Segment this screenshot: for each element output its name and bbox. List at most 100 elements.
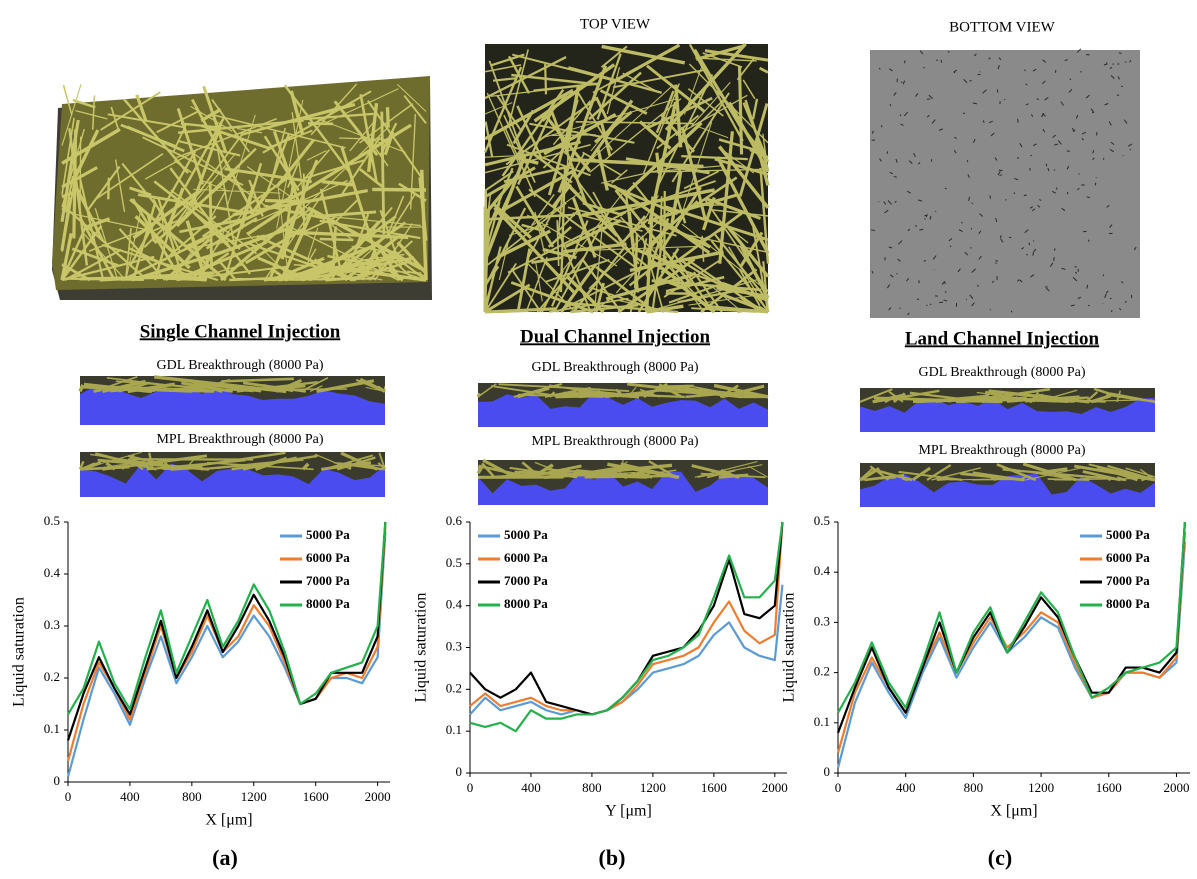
pore-edge xyxy=(953,149,957,154)
fiber xyxy=(615,271,637,294)
fiber xyxy=(359,377,386,393)
fiber xyxy=(61,225,103,281)
fiber xyxy=(221,377,294,383)
pore-edge xyxy=(997,171,1001,176)
series-line xyxy=(836,531,1187,754)
pore-edge xyxy=(897,258,901,262)
pore-edge xyxy=(971,268,976,273)
fiber xyxy=(219,261,237,281)
fiber xyxy=(366,103,379,172)
pore-edge xyxy=(908,160,913,164)
pore-edge xyxy=(979,213,984,217)
fiber xyxy=(668,281,725,304)
fiber xyxy=(552,471,636,479)
y-tick-label: 0.2 xyxy=(44,669,60,684)
pore-edge xyxy=(988,57,991,60)
pore-edge xyxy=(1014,177,1019,181)
fiber xyxy=(492,77,518,82)
fiber xyxy=(688,293,763,306)
fiber xyxy=(686,258,765,313)
fiber xyxy=(638,120,672,150)
fiber xyxy=(403,94,427,124)
pore-edge xyxy=(961,221,963,224)
pore-edge xyxy=(1129,59,1132,63)
pore-edge xyxy=(1081,131,1086,135)
pore-edge xyxy=(1024,69,1026,72)
x-tick-label: 1200 xyxy=(241,789,267,804)
fiber xyxy=(622,72,657,92)
pore-edge xyxy=(1064,59,1068,62)
pore-edge xyxy=(968,196,970,201)
fiber xyxy=(498,383,630,393)
series-line xyxy=(836,521,1187,734)
pore-edge xyxy=(967,174,970,178)
fiber xyxy=(326,88,399,124)
y-tick-label: 0 xyxy=(456,764,463,779)
pore-edge xyxy=(1085,94,1090,99)
pore-edge xyxy=(997,65,1000,70)
pore-edge xyxy=(999,174,1003,176)
pore-edge xyxy=(1109,66,1113,70)
fiber xyxy=(304,248,317,269)
y-tick-label: 0.3 xyxy=(446,638,462,653)
fiber xyxy=(487,470,577,479)
fiber xyxy=(535,262,543,302)
fiber xyxy=(208,191,226,221)
pore-edge xyxy=(884,209,889,214)
pore-edge xyxy=(944,187,947,190)
fiber xyxy=(1002,468,1127,482)
fiber xyxy=(347,213,370,270)
pore-edge xyxy=(1104,103,1109,106)
x-tick-label: 1200 xyxy=(640,780,666,795)
pore-edge xyxy=(1103,63,1108,66)
pore-edge xyxy=(1124,300,1127,304)
pore-edge xyxy=(954,136,957,139)
pore-edge xyxy=(1017,118,1019,123)
pore-edge xyxy=(870,229,876,232)
fiber xyxy=(901,477,909,482)
fiber xyxy=(323,221,407,282)
pore-edge xyxy=(1025,103,1029,106)
series-line xyxy=(469,521,784,716)
fiber xyxy=(960,472,1025,482)
fiber xyxy=(319,237,354,242)
pore-edge xyxy=(978,255,982,260)
gdl-label: GDL Breakthrough (8000 Pa) xyxy=(156,358,323,373)
pore-edge xyxy=(1087,304,1090,307)
pore-edge xyxy=(1110,74,1115,79)
top-view-label: TOP VIEW xyxy=(580,16,651,32)
fiber xyxy=(247,242,357,282)
fiber xyxy=(304,275,323,281)
y-tick-label: 0 xyxy=(824,764,831,779)
fiber xyxy=(153,180,241,250)
fiber xyxy=(60,233,73,281)
fiber xyxy=(936,477,951,482)
fiber xyxy=(605,273,694,301)
fiber xyxy=(504,127,536,198)
pore-edge xyxy=(1023,194,1027,197)
pore-edge xyxy=(1030,154,1033,157)
legend-label: 7000 Pa xyxy=(1106,573,1150,588)
pore-edge xyxy=(1024,229,1029,234)
pore-edge xyxy=(1021,247,1025,250)
fiber xyxy=(352,250,395,282)
fiber xyxy=(153,201,179,281)
fiber xyxy=(75,110,108,120)
pore-edge xyxy=(1076,188,1080,191)
pore-edge xyxy=(917,199,923,202)
pore-edge xyxy=(931,119,936,124)
pore-edge xyxy=(958,229,963,232)
fiber xyxy=(244,227,306,265)
pore-edge xyxy=(1041,80,1046,85)
pore-edge xyxy=(1070,304,1075,307)
pore-edge xyxy=(1041,112,1045,118)
x-tick-label: 2000 xyxy=(762,780,788,795)
fiber xyxy=(280,205,300,260)
fiber xyxy=(185,152,237,215)
fiber xyxy=(706,469,736,479)
fiber xyxy=(484,309,512,313)
fiber xyxy=(516,105,543,158)
fiber xyxy=(110,106,120,132)
fiber xyxy=(279,209,315,281)
pore-edge xyxy=(1077,296,1082,300)
